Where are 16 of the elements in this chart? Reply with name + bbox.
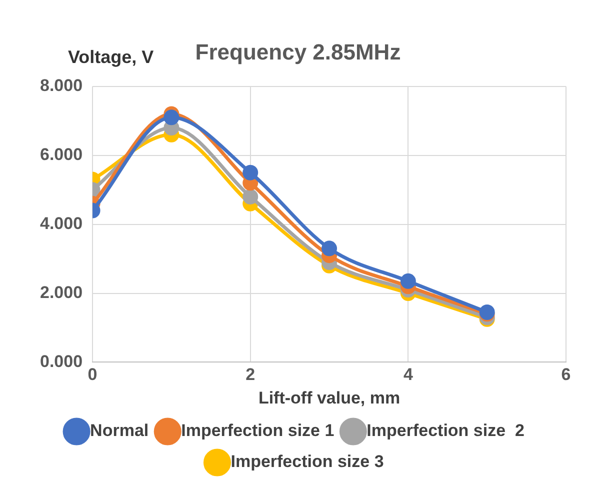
y-tick-label: 4.000: [40, 214, 83, 233]
legend-label: Normal: [90, 421, 149, 440]
y-tick-label: 0.000: [40, 352, 83, 371]
legend-label: Imperfection size 3: [230, 452, 384, 472]
x-tick-label: 6: [561, 365, 571, 384]
chart-title: Frequency 2.85MHz: [195, 39, 401, 64]
y-tick-label: 2.000: [40, 282, 83, 302]
y-tick-label: 6.000: [40, 145, 83, 164]
x-tick-label: 2: [246, 365, 256, 384]
x-tick-label: 0: [88, 365, 98, 384]
legend-label: Imperfection size 2: [366, 421, 524, 440]
x-axis-title: Lift-off value, mm: [258, 388, 400, 408]
x-tick-label: 4: [403, 365, 414, 384]
y-tick-label: 8.000: [40, 76, 83, 96]
legend-label: Imperfection size 1: [181, 421, 334, 440]
y-axis-title: Voltage, V: [68, 46, 155, 69]
